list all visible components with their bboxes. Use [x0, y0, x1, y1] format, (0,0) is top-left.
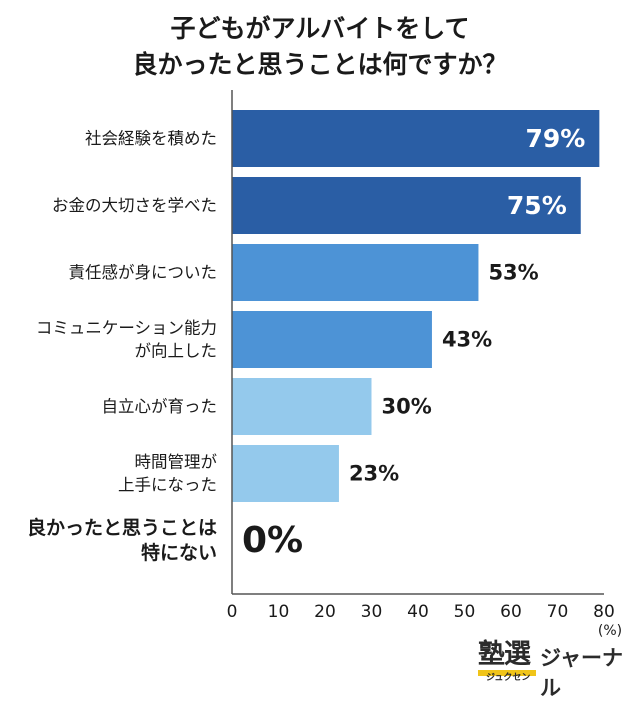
bar-0: [232, 110, 600, 167]
x-tick-label-8: 80: [593, 602, 615, 622]
chart-title-line-2: 良かったと思うことは何ですか？: [132, 50, 508, 79]
x-unit-label: (%): [598, 623, 622, 639]
bar-4: [232, 378, 372, 435]
category-label-2: 責任感が身についた: [69, 263, 218, 282]
value-label-4: 30%: [382, 395, 432, 419]
category-label-1: お金の大切さを学べた: [52, 196, 217, 215]
bar-5: [232, 445, 339, 502]
category-label-0: 社会経験を積めた: [85, 129, 217, 148]
x-tick-label-4: 40: [407, 602, 429, 622]
category-label-4: 自立心が育った: [102, 397, 218, 416]
value-label-3: 43%: [442, 328, 492, 352]
x-tick-label-0: 0: [227, 602, 238, 622]
value-label-1: 75%: [507, 191, 567, 220]
category-label-3-line-1: が向上した: [135, 342, 218, 361]
category-label-3-line-0: コミュニケーション能力: [36, 319, 217, 338]
category-label-5-line-1: 上手になった: [118, 476, 217, 495]
x-tick-label-5: 50: [454, 602, 476, 622]
logo-sub-text: ジュクセン: [486, 673, 531, 683]
bar-chart: 社会経験を積めた 79% お金の大切さを学べた 75% 責任感が身についた 53% コミュニ…: [27, 90, 622, 639]
category-label-6-line-1: 特にない: [141, 542, 217, 564]
category-label-5-line-0: 時間管理が: [135, 453, 218, 472]
bar-1: [232, 177, 581, 234]
juku-sen-journal-logo: 塾選 ジュクセン ジャーナル: [478, 632, 628, 700]
logo-main-text: 塾選: [478, 639, 531, 670]
bar-2: [232, 244, 479, 301]
value-label-0: 79%: [526, 124, 586, 153]
chart-title-line-1: 子どもがアルバイトをして: [170, 14, 470, 43]
category-label-6-line-0: 良かったと思うことは: [27, 516, 217, 539]
x-tick-label-2: 20: [314, 602, 336, 622]
value-label-5: 23%: [349, 462, 399, 486]
x-tick-label-1: 10: [268, 602, 290, 622]
logo-side-text: ジャーナル: [540, 646, 623, 700]
value-label-6: 0%: [242, 520, 303, 561]
x-tick-label-3: 30: [361, 602, 383, 622]
x-tick-label-6: 60: [500, 602, 522, 622]
bar-3: [232, 311, 432, 368]
value-label-2: 53%: [488, 261, 538, 285]
logo-underline: [478, 670, 536, 676]
x-tick-label-7: 70: [547, 602, 569, 622]
